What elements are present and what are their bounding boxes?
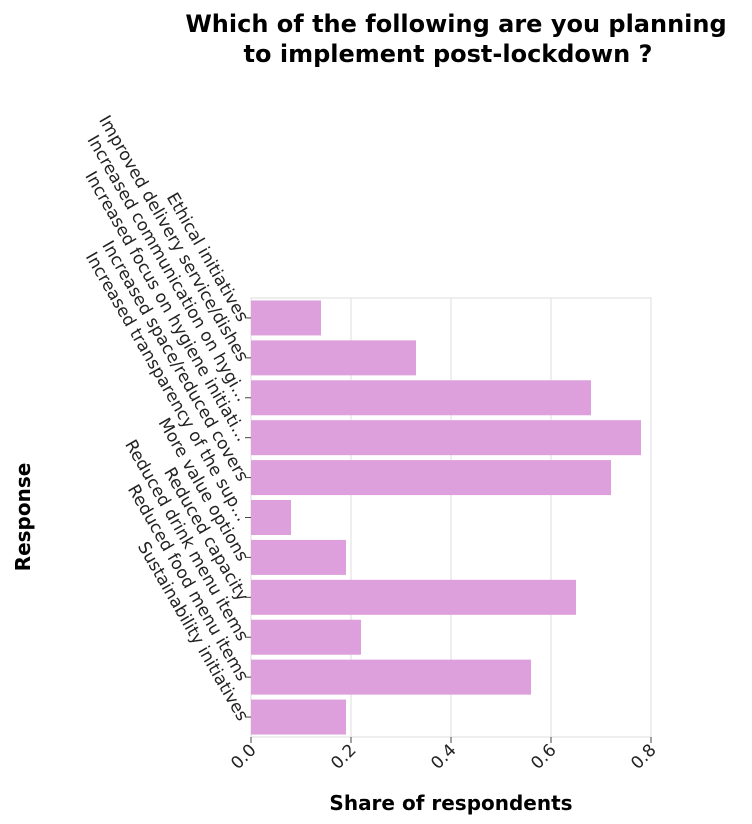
bar [251, 340, 416, 376]
x-axis-title: Share of respondents [329, 791, 572, 815]
chart-title-line-2: to implement post-lockdown ? [244, 40, 653, 68]
x-tick-label: 0.6 [527, 740, 560, 773]
x-tick-label: 0.2 [327, 740, 360, 773]
x-tick-label: 0.8 [627, 740, 660, 773]
x-tick-label: 0.0 [227, 740, 260, 773]
bar [251, 659, 531, 695]
bar [251, 539, 346, 575]
bar [251, 420, 641, 456]
chart-title-line-1: Which of the following are you planning [185, 10, 726, 38]
bar [251, 579, 576, 615]
x-tick-label: 0.4 [427, 740, 460, 773]
bar [251, 619, 361, 655]
bar [251, 460, 611, 496]
bar [251, 699, 346, 735]
bar [251, 300, 321, 336]
bar [251, 380, 591, 416]
bar [251, 500, 291, 535]
bars [251, 300, 641, 735]
x-axis-ticks: 0.0 0.2 0.4 0.6 0.8 [227, 737, 661, 774]
y-axis-title: Response [11, 463, 35, 572]
